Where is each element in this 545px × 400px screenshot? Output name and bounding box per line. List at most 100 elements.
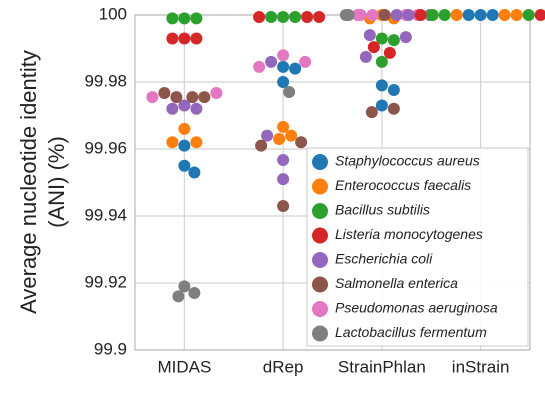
legend: Staphylococcus aureus Enterococcus faecal… — [306, 147, 529, 347]
point — [363, 29, 376, 42]
y-tick-label: 99.92 — [84, 272, 127, 291]
point — [178, 122, 191, 135]
point — [390, 9, 403, 21]
point — [399, 31, 412, 44]
point — [387, 34, 400, 47]
point — [190, 32, 203, 45]
point — [265, 11, 278, 24]
y-axis-label: Average nucleotide identity — [16, 50, 41, 314]
legend-marker — [312, 203, 328, 219]
legend-label: Lactobacillus fermentum — [335, 324, 487, 340]
point — [277, 173, 290, 186]
point — [414, 9, 427, 21]
point — [265, 55, 278, 68]
point — [198, 91, 211, 104]
point — [375, 55, 388, 68]
point — [359, 50, 372, 63]
point — [289, 62, 302, 75]
point — [375, 79, 388, 92]
point — [277, 11, 290, 24]
point — [283, 86, 296, 99]
point — [383, 46, 396, 59]
point — [188, 287, 201, 300]
point — [486, 9, 499, 21]
point — [402, 9, 415, 21]
point — [295, 136, 308, 149]
point — [375, 32, 388, 45]
legend-marker — [312, 252, 328, 268]
point — [277, 49, 290, 62]
plot-border — [134, 14, 531, 351]
point — [188, 166, 201, 179]
point — [426, 9, 439, 21]
point — [166, 12, 179, 25]
legend-marker — [312, 276, 328, 293]
legend-marker — [312, 227, 328, 244]
x-tick-label: MIDAS — [157, 357, 211, 376]
point — [178, 99, 191, 112]
legend-box — [306, 147, 529, 347]
point — [387, 102, 400, 115]
point — [178, 280, 191, 293]
legend-label: Listeria monocytogenes — [335, 226, 483, 242]
x-tick-label: dRep — [263, 357, 304, 376]
point — [166, 102, 179, 115]
legend-marker — [312, 301, 328, 317]
y-tick-label: 100 — [99, 4, 127, 23]
point — [166, 32, 179, 45]
point — [178, 32, 191, 45]
legend-marker — [312, 325, 328, 342]
y-tick-label: 99.94 — [84, 205, 127, 224]
point — [277, 60, 290, 73]
point — [170, 91, 183, 104]
legend-marker — [312, 154, 328, 170]
legend-label: Salmonella enterica — [335, 275, 458, 291]
legend-label: Bacillus subtilis — [335, 202, 430, 218]
point — [378, 9, 391, 21]
point — [277, 76, 290, 88]
point — [313, 11, 326, 24]
point — [255, 139, 268, 152]
point — [387, 84, 400, 97]
point — [172, 290, 185, 303]
point — [158, 87, 171, 100]
legend-label: Pseudomonas aeruginosa — [335, 300, 498, 316]
point — [166, 136, 179, 149]
point — [190, 102, 203, 115]
point — [438, 9, 451, 21]
legend-label: Escherichia coli — [335, 251, 433, 267]
point — [450, 9, 463, 21]
y-axis-label: (ANI) (%) — [44, 136, 69, 228]
x-tick-label: StrainPhlan — [338, 357, 426, 376]
point — [261, 129, 274, 142]
point — [366, 9, 379, 21]
point — [277, 120, 290, 133]
point — [462, 9, 475, 21]
point — [375, 99, 388, 112]
point — [178, 12, 191, 25]
legend-marker — [312, 178, 328, 195]
point — [510, 9, 523, 21]
legend-label: Staphylococcus aureus — [335, 153, 480, 169]
point — [365, 106, 378, 119]
point — [186, 91, 199, 104]
point — [498, 9, 511, 21]
point — [354, 9, 367, 21]
point — [367, 41, 380, 54]
legend-label: Enterococcus faecalis — [335, 177, 471, 193]
point — [285, 129, 298, 142]
point — [342, 9, 355, 21]
y-tick-label: 99.9 — [94, 339, 127, 358]
point — [474, 9, 487, 21]
point — [277, 154, 290, 167]
point — [289, 11, 302, 24]
point — [522, 9, 535, 21]
point — [210, 87, 223, 100]
point — [301, 11, 314, 24]
y-tick-label: 99.98 — [84, 71, 127, 90]
y-tick-label: 99.96 — [84, 138, 127, 157]
point — [146, 91, 159, 104]
point — [190, 136, 203, 149]
